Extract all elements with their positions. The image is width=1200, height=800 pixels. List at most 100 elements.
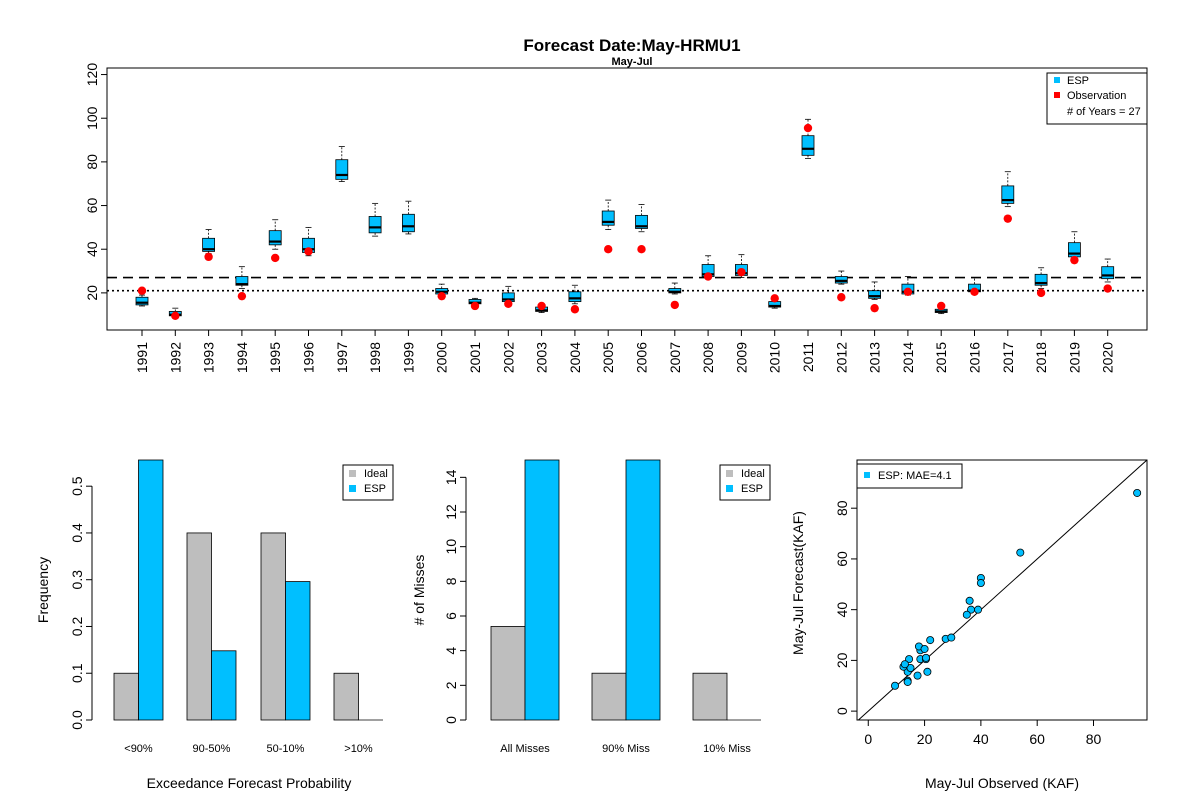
legend-frame <box>1046 72 1148 125</box>
x-tick-label: 2014 <box>900 342 916 373</box>
observation-point <box>237 291 247 301</box>
x-axis-label: Exceedance Forecast Probability <box>147 775 352 791</box>
one-to-one-line <box>858 459 1148 721</box>
x-tick-label: 2000 <box>434 342 450 373</box>
y-tick-label: 0.5 <box>69 476 85 496</box>
esp-box <box>1068 231 1081 261</box>
x-tick-label: 2005 <box>600 342 616 373</box>
bar-ideal <box>113 672 139 721</box>
bar-esp <box>211 650 237 721</box>
y-axis: 20 40 60 80 100 120 <box>84 63 108 301</box>
x-tick-label: 1995 <box>267 342 283 373</box>
x-tick-label: 2003 <box>534 342 550 373</box>
x-tick-label: 80 <box>1086 731 1102 747</box>
reference-lines <box>107 276 1147 292</box>
observation-point <box>1036 288 1046 298</box>
y-tick-label: 120 <box>84 63 100 87</box>
esp-box <box>401 200 415 235</box>
bars <box>490 459 761 721</box>
x-tick-label: 20 <box>917 731 933 747</box>
category-labels: All Misses 90% Miss 10% Miss <box>500 743 751 755</box>
category-labels: <90% 90-50% 50-10% >10% <box>124 743 373 755</box>
x-tick-label: 2011 <box>800 342 816 372</box>
scatter-point <box>891 681 900 690</box>
bar-esp <box>138 459 164 721</box>
x-tick-label: 1994 <box>234 342 250 373</box>
misses-bar-chart: 0 2 4 6 8 10 12 14 All Misses 90% Miss 10% Miss #… <box>411 459 771 755</box>
y-tick-label: 40 <box>834 602 850 618</box>
iqr-box <box>335 159 349 180</box>
observation-point <box>304 247 313 256</box>
category-label: All Misses <box>500 743 550 755</box>
legend-esp-label: ESP <box>741 483 763 495</box>
x-axis: 1991 1992 1993 1994 1995 1996 1997 1998 1999 2000… <box>134 329 1116 373</box>
esp-box <box>335 146 349 182</box>
x-tick-label: 2019 <box>1066 342 1082 373</box>
category-label: 90% Miss <box>602 743 650 755</box>
y-tick-label: 80 <box>84 154 100 170</box>
observation-point <box>171 311 180 321</box>
category-label: 50-10% <box>267 743 305 755</box>
plot-frame <box>856 459 1148 721</box>
x-tick-label: 1996 <box>301 342 317 373</box>
observation-point <box>737 267 746 277</box>
x-tick-label: 2015 <box>933 342 949 373</box>
observation-point <box>570 305 580 314</box>
frequency-bar-chart: 0.00.10.20.30.40.5 <90% 90-50% 50-10% >10% … <box>35 459 394 791</box>
observation-point <box>937 301 946 311</box>
x-tick-label: 2004 <box>567 342 583 373</box>
scatter-point <box>974 605 983 614</box>
bar-esp <box>625 459 661 721</box>
esp-box <box>202 229 216 254</box>
scatter-point <box>923 667 932 676</box>
legend-esp-swatch <box>1054 77 1060 83</box>
x-tick-label: 2017 <box>1000 342 1016 373</box>
y-tick-label: 6 <box>443 612 459 620</box>
observation-point <box>1003 214 1012 223</box>
legend: Ideal ESP <box>719 464 771 501</box>
observation-point <box>670 300 679 310</box>
category-label: 10% Miss <box>703 743 751 755</box>
x-tick-label: 2001 <box>467 342 483 373</box>
scatter-point <box>962 610 971 619</box>
x-tick-label: 2006 <box>634 342 650 373</box>
legend-esp-label: ESP <box>364 483 386 495</box>
bar-ideal <box>591 672 627 721</box>
y-axis-label: # of Misses <box>411 555 427 626</box>
legend-esp-swatch <box>864 472 870 478</box>
esp-boxes <box>135 118 1115 318</box>
y-tick-label: 100 <box>84 106 100 130</box>
x-tick-label: 1997 <box>334 342 350 373</box>
iqr-box <box>568 291 582 303</box>
bar-esp <box>285 581 311 721</box>
axes: 0 20 40 60 80 0 20 40 60 80 <box>834 500 1102 747</box>
y-tick-label: 0 <box>443 716 459 724</box>
y-axis: 0 2 4 6 8 10 12 14 <box>443 469 467 724</box>
observation-point <box>770 294 779 303</box>
y-tick-label: 4 <box>443 647 459 655</box>
x-tick-label: 2008 <box>700 342 716 373</box>
bar-esp <box>524 459 560 721</box>
esp-box <box>668 282 682 295</box>
scatter-point <box>1016 548 1025 557</box>
y-tick-label: 0.3 <box>69 570 85 590</box>
observation-point <box>271 253 280 263</box>
x-tick-label: 1993 <box>201 342 217 373</box>
scatter-point <box>905 655 914 664</box>
y-tick-label: 10 <box>443 539 459 555</box>
esp-box <box>1034 267 1048 289</box>
iqr-box <box>801 135 815 156</box>
scatter-point <box>947 633 956 642</box>
x-tick-label: 2013 <box>867 342 883 373</box>
chart-title: Forecast Date:May-HRMU1 <box>523 36 740 55</box>
category-label: >10% <box>344 743 373 755</box>
scatter-point <box>903 677 912 686</box>
x-tick-label: 1998 <box>367 342 383 373</box>
bar-ideal <box>333 672 359 721</box>
legend-ideal-label: Ideal <box>741 468 765 480</box>
forecast-box-plot: Forecast Date:May-HRMU1 May-Jul 20 40 60 80… <box>84 36 1148 373</box>
observation-point <box>1070 255 1079 265</box>
iqr-box <box>1068 242 1081 258</box>
x-tick-label: 0 <box>864 731 872 747</box>
